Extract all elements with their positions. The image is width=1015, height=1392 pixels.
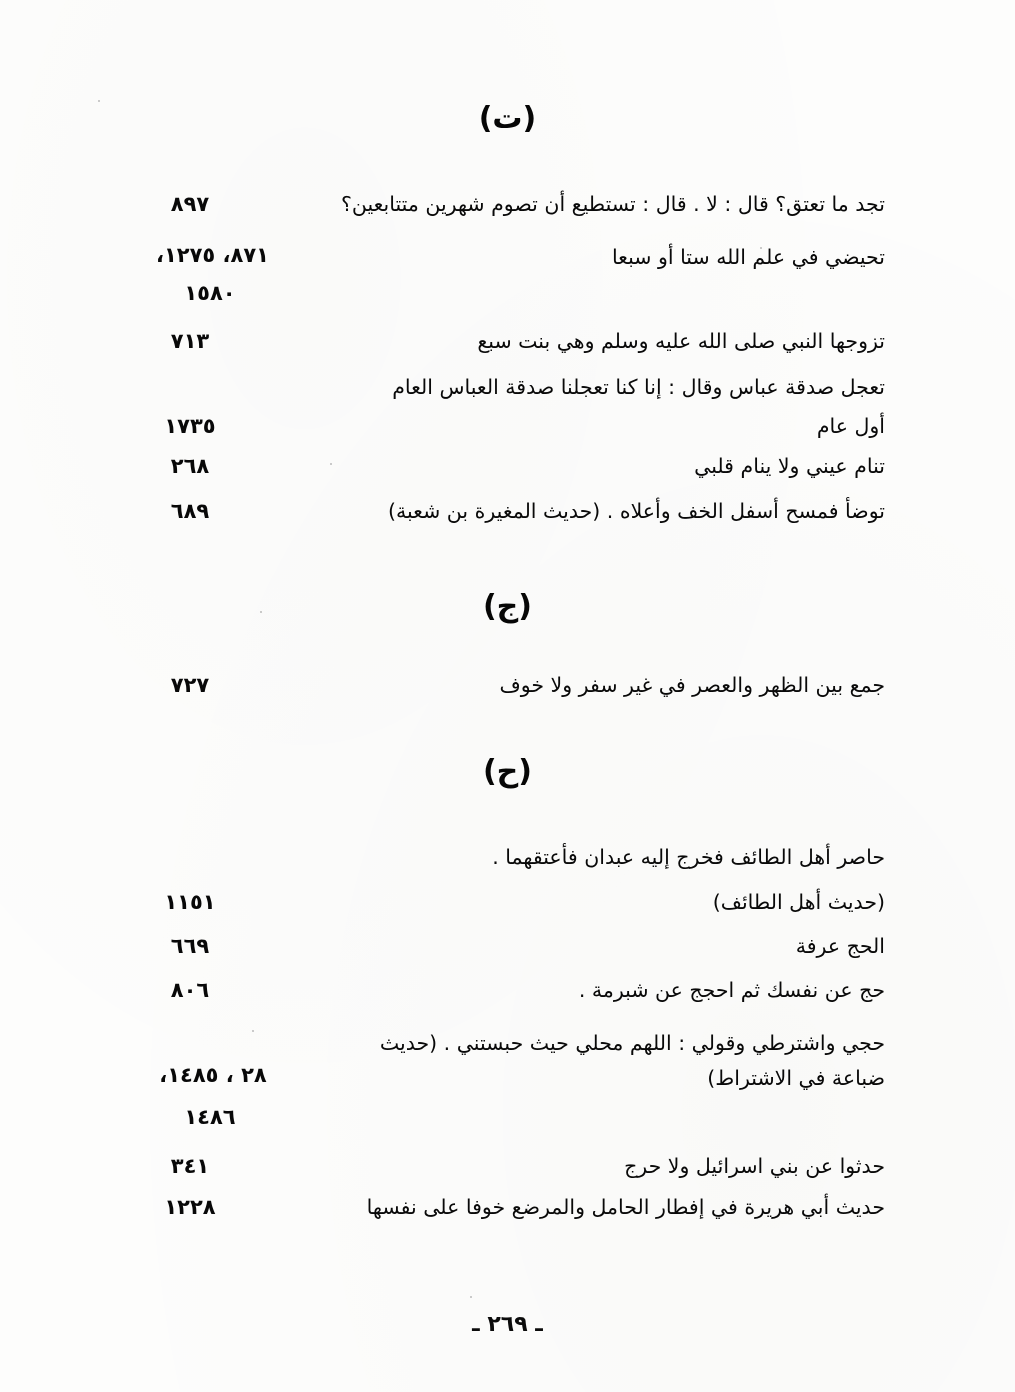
entry-text: تزوجها النبي صلى الله عليه وسلم وهي بنت …: [477, 329, 885, 353]
index-entry-row: الحج عرفة ٦٦٩: [135, 932, 885, 962]
scan-speck: [760, 247, 762, 249]
entry-page-number: ٦٨٩: [170, 499, 210, 523]
entry-text: تعجل صدقة عباس وقال : إنا كنا تعجلنا صدق…: [392, 375, 885, 399]
scan-speck: [260, 611, 262, 613]
entry-page-number: ٨٧١، ١٢٧٥،: [155, 243, 269, 267]
entry-page-number-continued: ١٥٨٠: [184, 281, 236, 305]
entry-text-continued: أول عام: [816, 414, 885, 438]
entry-text: تنام عيني ولا ينام قلبي: [694, 454, 885, 478]
entry-page-number: ٢٨ ، ١٤٨٥،: [159, 1063, 267, 1087]
index-entry-row: تنام عيني ولا ينام قلبي ٢٦٨: [135, 452, 885, 482]
entry-text: تحيضي في علم الله ستا أو سبعا: [611, 245, 885, 269]
entry-page-number: ١٧٣٥: [164, 414, 216, 438]
entry-page-number-continued: ١٤٨٦: [184, 1105, 236, 1129]
section-heading-ha: (ح): [482, 754, 533, 789]
section-heading-jim: (ج): [482, 589, 533, 624]
entry-text-continued: ضباعة في الاشتراط): [707, 1066, 885, 1090]
entry-page-number: ٨٩٧: [170, 192, 210, 216]
entry-page-number: ١٢٢٨: [164, 1195, 216, 1219]
entry-text-continued: (حديث أهل الطائف): [712, 890, 885, 914]
entry-text: حجي واشترطي وقولي : اللهم محلي حيث حبستن…: [379, 1031, 885, 1055]
scan-speck: [98, 100, 100, 102]
scan-speck: [330, 463, 332, 465]
index-entry-row: تجد ما تعتق؟ قال : لا . قال : تستطيع أن …: [135, 190, 885, 220]
entry-text: حديث أبي هريرة في إفطار الحامل والمرضع خ…: [366, 1195, 885, 1219]
entry-page-number: ٣٤١: [170, 1154, 210, 1178]
index-entry-row: حدثوا عن بني اسرائيل ولا حرج ٣٤١: [135, 1152, 885, 1182]
entry-text: توضأ فمسح أسفل الخف وأعلاه . (حديث المغي…: [388, 499, 885, 523]
section-heading-ta: (ت): [478, 101, 537, 136]
scan-speck: [470, 1296, 472, 1298]
entry-text: حاصر أهل الطائف فخرج إليه عبدان فأعتقهما…: [492, 845, 885, 869]
entry-page-number: ٧٢٧: [170, 673, 210, 697]
index-entry-row: أول عام ١٧٣٥: [135, 412, 885, 442]
index-entry-row: (حديث أهل الطائف) ١١٥١: [135, 888, 885, 918]
entry-page-number: ٨٠٦: [170, 978, 210, 1002]
entry-page-number: ٧١٣: [170, 329, 210, 353]
entry-text: حج عن نفسك ثم احجج عن شبرمة .: [578, 978, 885, 1002]
index-entry-row: توضأ فمسح أسفل الخف وأعلاه . (حديث المغي…: [135, 497, 885, 527]
index-entry-row: حديث أبي هريرة في إفطار الحامل والمرضع خ…: [135, 1193, 885, 1223]
entry-page-number: ٢٦٨: [170, 454, 210, 478]
index-entry-row: تزوجها النبي صلى الله عليه وسلم وهي بنت …: [135, 327, 885, 357]
entry-text: الحج عرفة: [795, 934, 885, 958]
entry-text: جمع بين الظهر والعصر في غير سفر ولا خوف: [499, 673, 885, 697]
entry-text: حدثوا عن بني اسرائيل ولا حرج: [624, 1154, 885, 1178]
entry-page-number: ٦٦٩: [170, 934, 210, 958]
index-entry-row: جمع بين الظهر والعصر في غير سفر ولا خوف …: [135, 671, 885, 701]
page-number: ـ ٢٦٩ ـ: [472, 1312, 543, 1337]
scan-speck: [252, 1030, 254, 1032]
entry-text: تجد ما تعتق؟ قال : لا . قال : تستطيع أن …: [340, 192, 885, 216]
entry-page-number: ١١٥١: [164, 890, 216, 914]
index-entry-row: حج عن نفسك ثم احجج عن شبرمة . ٨٠٦: [135, 976, 885, 1006]
